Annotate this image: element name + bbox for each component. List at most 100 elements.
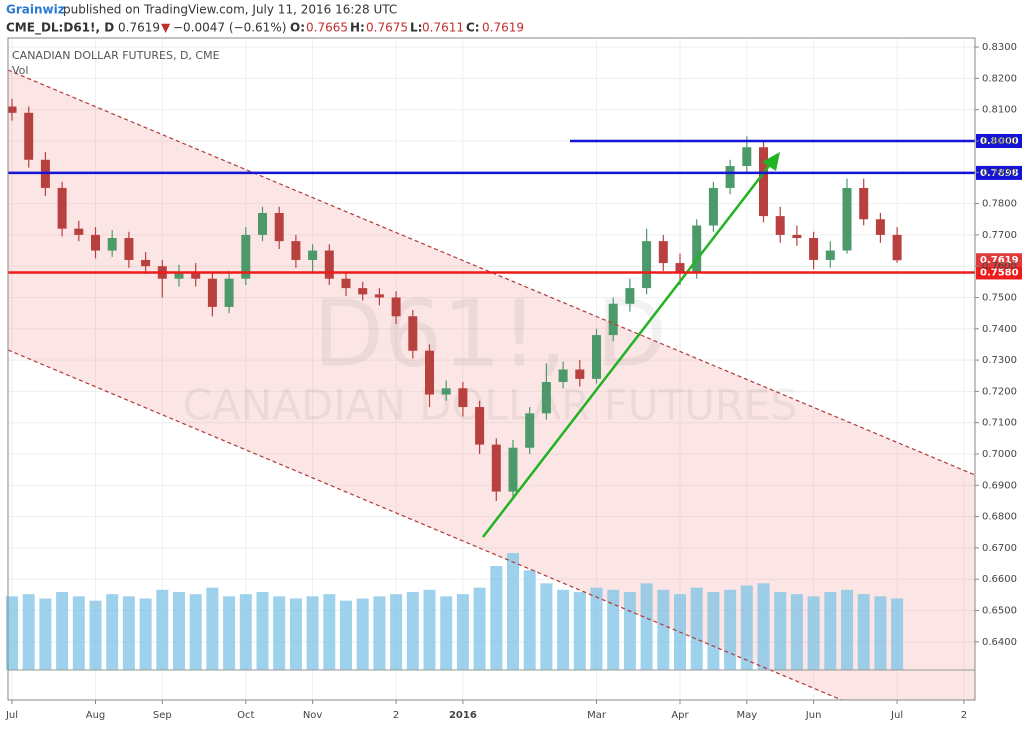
y-tick-label: 0.7400	[982, 324, 1017, 335]
volume-bar	[707, 592, 720, 670]
volume-layer	[6, 553, 904, 670]
volume-bar	[891, 598, 904, 670]
candle-body	[7, 106, 17, 113]
volume-bar	[607, 589, 620, 670]
volume-bar	[139, 598, 152, 670]
volume-bar	[423, 589, 436, 670]
y-tick-label: 0.8300	[982, 42, 1017, 53]
candle-body	[842, 187, 852, 251]
x-tick-label: May	[736, 710, 757, 721]
candle-body	[525, 413, 535, 448]
volume-bar	[72, 596, 85, 670]
candle-body	[441, 388, 451, 395]
y-tick-label: 0.8000	[982, 136, 1017, 147]
candle-body	[642, 241, 652, 289]
level-label-box	[976, 265, 1022, 280]
candle-body	[558, 369, 568, 383]
candle-body	[391, 297, 401, 317]
volume-bar	[256, 592, 269, 670]
y-tick-label: 0.8100	[982, 105, 1017, 116]
candle-body	[491, 444, 501, 492]
candle-body	[658, 241, 668, 264]
volume-bar	[223, 596, 236, 670]
y-tick-label: 0.7300	[982, 355, 1017, 366]
candle-body	[708, 187, 718, 226]
volume-bar	[740, 585, 753, 670]
volume-bar	[356, 598, 369, 670]
volume-bar	[473, 587, 486, 670]
level-label: 0.8000	[980, 136, 1019, 147]
candle-body	[725, 166, 735, 188]
y-tick-label: 0.6700	[982, 543, 1017, 554]
volume-bar	[289, 598, 302, 670]
author[interactable]: Grainwiz	[6, 3, 65, 17]
channel-fill	[8, 70, 975, 700]
volume-bar	[6, 596, 18, 670]
y-tick-label: 0.8200	[982, 73, 1017, 84]
volume-bar	[790, 594, 803, 670]
x-tick-label: Sep	[153, 710, 172, 721]
candle-body	[775, 216, 785, 235]
x-tick-label: 2	[393, 710, 399, 721]
volume-bar	[56, 592, 69, 670]
candle-body	[809, 238, 819, 260]
pane-border	[7, 37, 976, 701]
x-tick-label: 2	[961, 710, 967, 721]
volume-bar	[757, 583, 770, 670]
candle-body	[224, 278, 234, 307]
candle-body	[592, 335, 601, 379]
close-label: C:	[466, 21, 480, 35]
candle-body	[508, 447, 518, 492]
volume-bar	[623, 592, 636, 670]
volume-bar	[173, 592, 185, 670]
y-tick-label: 0.7900	[982, 167, 1017, 178]
volume-bar	[189, 594, 202, 670]
candle-body	[692, 225, 702, 273]
candle-body	[324, 250, 334, 279]
y-tick-label: 0.6400	[982, 637, 1017, 648]
candle-body	[541, 382, 551, 414]
volume-bar	[824, 592, 837, 670]
volume-bar	[306, 596, 319, 670]
last-price-label: 0.7619	[980, 255, 1019, 266]
candle-body	[107, 238, 117, 251]
volume-label: Vol	[12, 64, 28, 77]
change: −0.0047 (−0.61%)	[173, 21, 286, 35]
watermark-sub: CANADIAN DOLLAR FUTURES	[183, 381, 798, 430]
candle-body	[408, 316, 418, 351]
level-label-box	[976, 133, 1022, 148]
candle-body	[825, 250, 835, 260]
high-label: H:	[350, 21, 365, 35]
volume-bar	[557, 589, 570, 670]
level-label: 0.7580	[980, 267, 1019, 278]
volume-bar	[523, 570, 536, 670]
grid	[8, 38, 975, 700]
volume-bar	[490, 566, 503, 670]
volume-bar	[874, 596, 887, 670]
x-tick-label: Jul	[5, 710, 18, 721]
x-tick-label: Jun	[805, 710, 822, 721]
volume-bar	[22, 594, 35, 670]
volume-bar	[640, 583, 653, 670]
y-tick-label: 0.6500	[982, 606, 1017, 617]
candle-body	[675, 263, 685, 273]
volume-bar	[273, 596, 286, 670]
candle-body	[374, 294, 384, 298]
volume-bar	[507, 553, 519, 670]
volume-bar	[373, 596, 386, 670]
x-tick-label: Oct	[237, 710, 254, 721]
candle-body	[475, 407, 485, 445]
candle-body	[458, 388, 468, 408]
volume-bar	[89, 600, 102, 670]
y-tick-label: 0.7100	[982, 418, 1017, 429]
volume-bar	[724, 589, 737, 670]
candle-body	[608, 303, 618, 336]
candle-body	[258, 212, 267, 235]
x-tick-label: Mar	[587, 710, 607, 721]
candle-body	[892, 234, 902, 261]
volume-bar	[156, 589, 169, 670]
y-tick-label: 0.6600	[982, 574, 1017, 585]
volume-bar	[122, 596, 135, 670]
y-tick-label: 0.7000	[982, 449, 1017, 460]
